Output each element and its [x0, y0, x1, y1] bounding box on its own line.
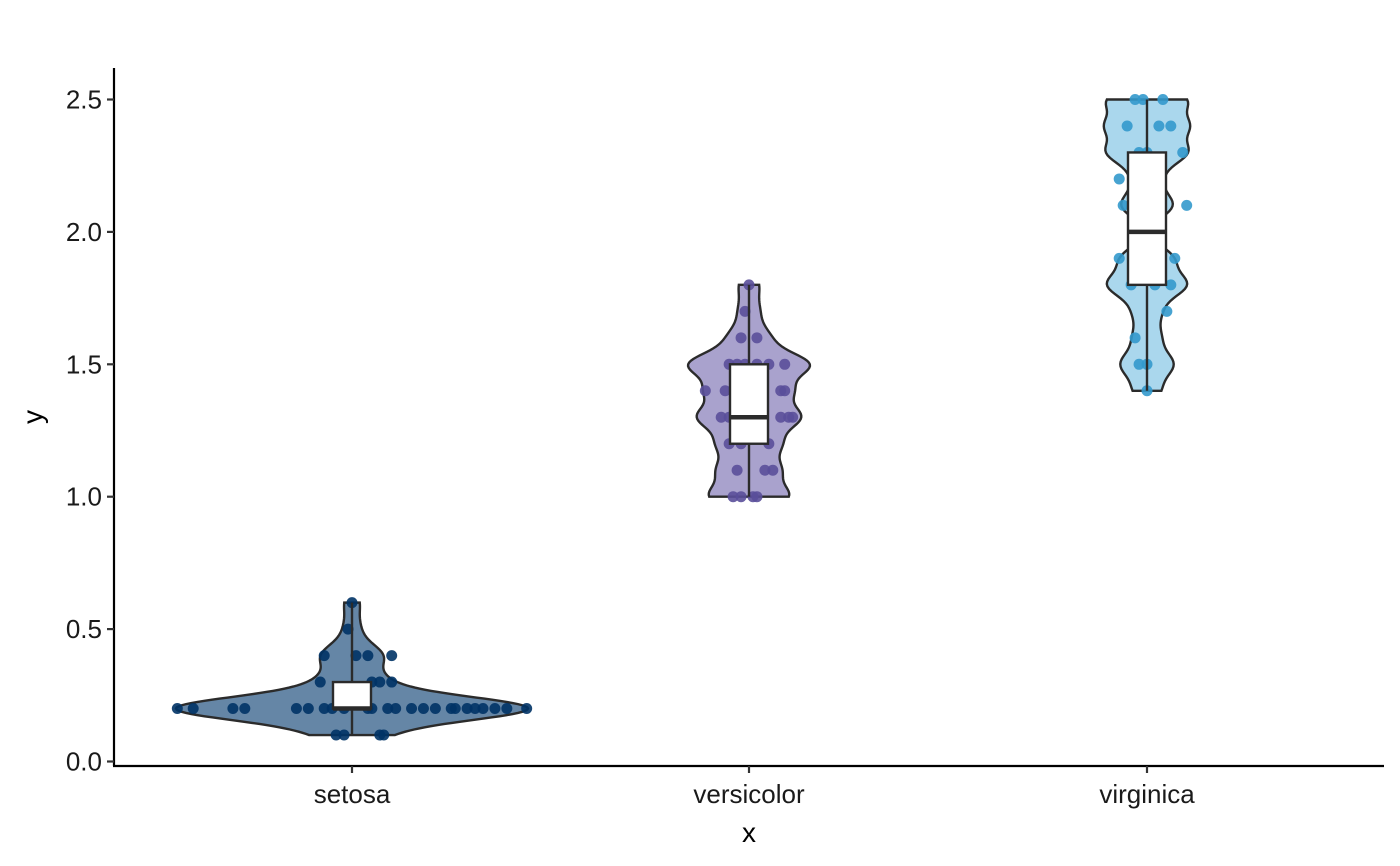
data-point — [787, 411, 799, 423]
violin-group-virginica — [1102, 94, 1193, 397]
data-point — [302, 703, 314, 715]
data-point — [735, 491, 747, 503]
y-tick-label: 2.0 — [66, 217, 102, 247]
data-point — [521, 703, 533, 715]
data-point — [739, 305, 751, 317]
data-point — [1165, 279, 1177, 291]
data-point — [731, 464, 743, 476]
data-point — [1161, 305, 1173, 317]
data-point — [1129, 332, 1141, 344]
data-point — [342, 623, 354, 635]
data-point — [751, 332, 763, 344]
data-point — [1157, 94, 1169, 105]
y-tick-label: 2.5 — [66, 85, 102, 115]
data-point — [1137, 94, 1149, 105]
data-point — [1165, 120, 1177, 132]
data-point — [1113, 252, 1125, 264]
data-point — [735, 332, 747, 344]
x-tick-label-versicolor: versicolor — [693, 779, 805, 809]
data-point — [406, 703, 418, 715]
data-point — [1133, 358, 1145, 370]
data-point — [1181, 199, 1193, 211]
data-point — [338, 729, 350, 741]
data-point — [417, 703, 429, 715]
data-point — [330, 729, 342, 741]
data-point — [187, 703, 199, 715]
data-point — [378, 729, 390, 741]
y-tick-label: 1.5 — [66, 349, 102, 379]
x-axis-ticks: setosa versicolor virginica — [314, 766, 1195, 809]
data-point — [501, 703, 513, 715]
data-point — [715, 411, 727, 423]
data-point — [362, 650, 374, 662]
data-point — [386, 676, 398, 688]
data-point — [767, 464, 779, 476]
data-point — [751, 491, 763, 503]
data-point — [779, 358, 791, 370]
box-setosa — [331, 680, 373, 710]
data-point — [239, 703, 251, 715]
data-point — [429, 703, 441, 715]
violin-group-versicolor — [686, 279, 812, 503]
data-point — [171, 703, 183, 715]
plot-area — [171, 94, 1193, 741]
data-point — [449, 703, 461, 715]
data-point — [489, 703, 501, 715]
data-point — [469, 703, 481, 715]
data-point — [386, 650, 398, 662]
y-tick-label: 0.5 — [66, 614, 102, 644]
data-point — [759, 464, 771, 476]
data-point — [374, 676, 386, 688]
data-point — [314, 676, 326, 688]
data-point — [779, 385, 791, 397]
data-point — [727, 491, 739, 503]
y-axis-title: y — [17, 410, 48, 424]
data-point — [390, 703, 402, 715]
y-axis-ticks: 0.0 0.5 1.0 1.5 2.0 2.5 — [66, 85, 114, 777]
x-tick-label-setosa: setosa — [314, 779, 391, 809]
y-tick-label: 0.0 — [66, 747, 102, 777]
data-point — [1129, 94, 1141, 105]
data-point — [719, 385, 731, 397]
data-point — [318, 650, 330, 662]
data-point — [461, 703, 473, 715]
data-point — [775, 411, 787, 423]
data-point — [318, 703, 330, 715]
data-point — [1153, 120, 1165, 132]
data-point — [477, 703, 489, 715]
x-axis-title: x — [742, 817, 756, 848]
data-point — [382, 703, 394, 715]
data-point — [350, 650, 362, 662]
data-point — [1113, 173, 1125, 185]
data-point — [227, 703, 239, 715]
data-point — [699, 385, 711, 397]
data-point — [1169, 252, 1181, 264]
data-point — [1117, 199, 1129, 211]
x-tick-label-virginica: virginica — [1099, 779, 1195, 809]
data-point — [1121, 120, 1133, 132]
data-point — [290, 703, 302, 715]
box-virginica — [1126, 151, 1168, 287]
box-versicolor — [728, 363, 770, 445]
data-point — [1177, 146, 1189, 158]
violin-group-setosa — [171, 597, 533, 741]
y-tick-label: 1.0 — [66, 482, 102, 512]
